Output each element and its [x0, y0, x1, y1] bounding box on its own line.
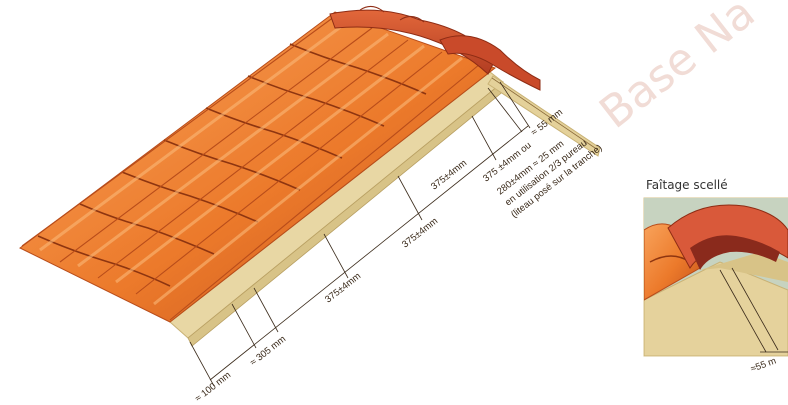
tile-field [19, 11, 497, 323]
dimension-lines [189, 81, 531, 387]
ridge-caps [329, 6, 541, 91]
dim-spacing-3: 375±4mm [429, 158, 469, 193]
tile-highlights [39, 18, 463, 306]
inset-mortar [690, 235, 780, 270]
dim-spacing-1: 375±4mm [323, 271, 363, 306]
dim-first-batten: ≈ 305 mm [248, 334, 288, 369]
rafter-line [491, 77, 599, 151]
inset-batten [700, 252, 788, 282]
dim-eave-gap: ≈ 100 mm [193, 370, 233, 405]
watermark: Base Na [590, 0, 764, 139]
watermark-text: Base Na [590, 0, 764, 139]
rafter-right [487, 75, 601, 157]
inset-title: Faîtage scellé [646, 178, 728, 192]
dim-spacing-2: 375±4mm [400, 216, 440, 251]
inset-sealed-ridge: Faîtage scellé ≈55 m [643, 178, 788, 375]
roof-structure [19, 6, 601, 347]
inset-dimension: ≈55 m [749, 355, 778, 374]
tile-rows [37, 43, 427, 287]
tile-columns [21, 13, 481, 321]
